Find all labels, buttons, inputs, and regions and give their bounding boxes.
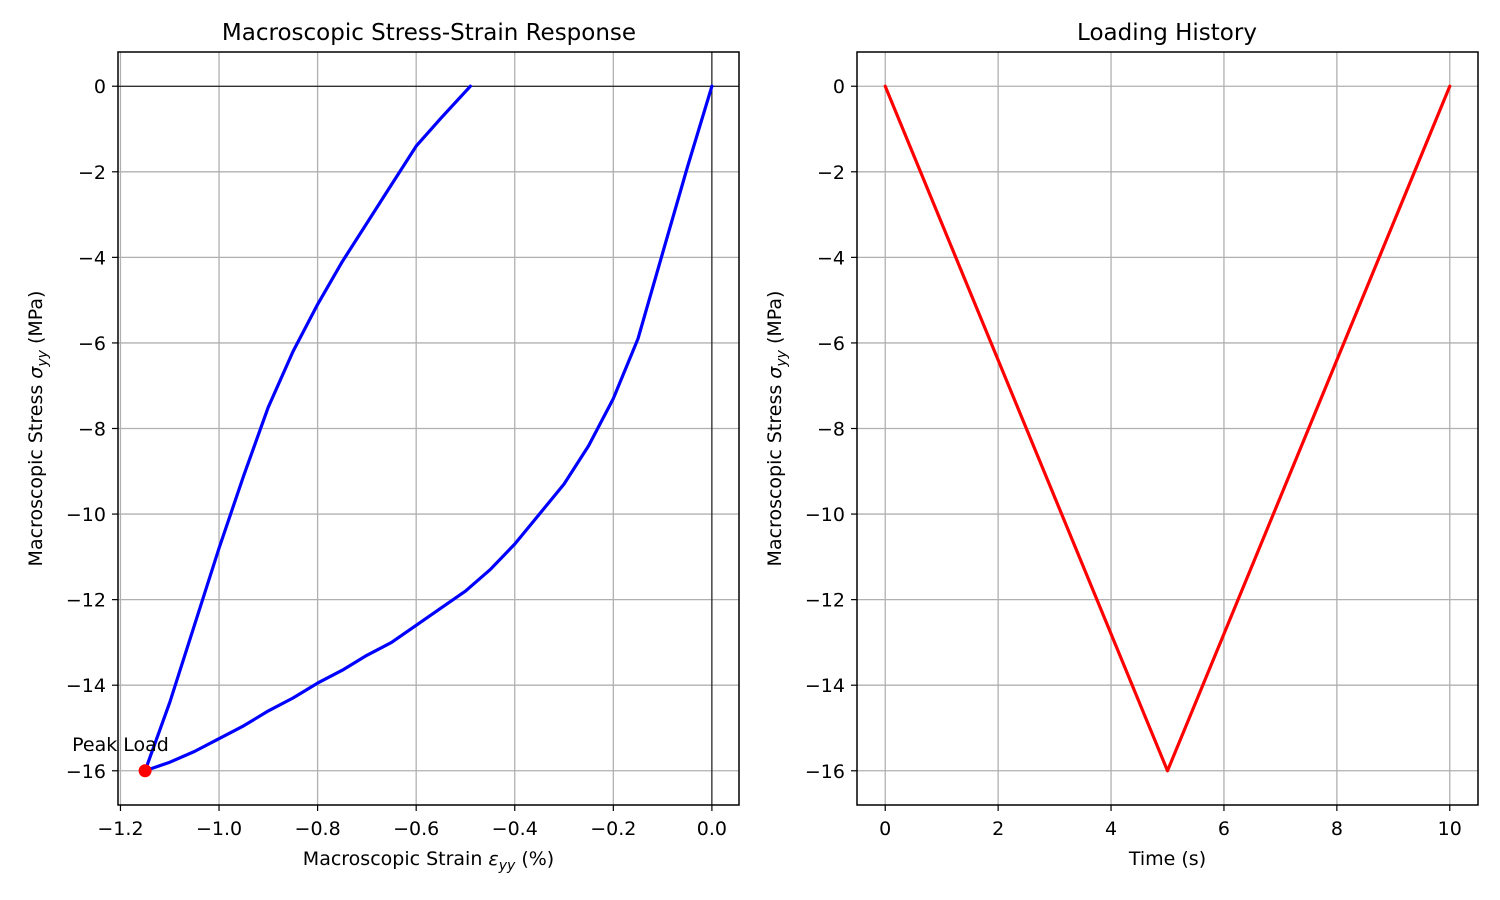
loading-history-y-tick-label: 0 xyxy=(833,76,845,98)
stress-strain-y-tick-label: −12 xyxy=(66,590,106,612)
loading-history-y-tick-label: −2 xyxy=(817,162,845,184)
stress-strain-x-tick-label: −0.8 xyxy=(295,818,341,840)
loading-history-y-axis-label-subscript: yy xyxy=(774,349,790,367)
stress-strain-y-axis-label-suffix: (MPa) xyxy=(25,291,47,351)
loading-history-x-tick-label: 2 xyxy=(992,818,1004,840)
stress-strain-y-axis-label-text: Macroscopic Stress xyxy=(25,379,47,567)
stress-strain-y-tick-label: −8 xyxy=(78,419,106,441)
stress-strain-x-axis-label-subscript: yy xyxy=(498,858,516,874)
loading-history-y-axis-label-symbol: σ xyxy=(764,366,786,379)
stress-strain-x-axis-label-text: Macroscopic Strain xyxy=(303,848,489,870)
loading-history-panel: Loading History 0 2 4 6 8 10 0 −2 −4 −6 −8 −10 −12 −1… xyxy=(764,20,1479,870)
stress-strain-x-tick-label: 0.0 xyxy=(697,818,727,840)
stress-strain-x-axis-label-suffix: (%) xyxy=(515,848,554,870)
loading-history-y-axis-label: Macroscopic Stress σyy (MPa) xyxy=(764,291,790,567)
stress-strain-peak-label: Peak Load xyxy=(72,734,169,756)
stress-strain-y-axis-label-subscript: yy xyxy=(35,349,51,367)
stress-strain-y-tick-label: −2 xyxy=(78,162,106,184)
loading-history-y-tick-label: −10 xyxy=(805,504,845,526)
stress-strain-y-tick-label: −4 xyxy=(78,247,106,269)
stress-strain-y-tick-label: 0 xyxy=(94,76,106,98)
loading-history-x-tick-label: 0 xyxy=(879,818,891,840)
stress-strain-title: Macroscopic Stress-Strain Response xyxy=(222,20,636,46)
stress-strain-y-tick-label: −14 xyxy=(66,675,106,697)
stress-strain-y-axis-label: Macroscopic Stress σyy (MPa) xyxy=(25,291,51,567)
stress-strain-x-tick-label: −0.6 xyxy=(393,818,439,840)
loading-history-x-tick-label: 8 xyxy=(1331,818,1343,840)
loading-history-y-tick-label: −6 xyxy=(817,333,845,355)
loading-history-y-tick-label: −8 xyxy=(817,419,845,441)
stress-strain-x-tick-label: −1.2 xyxy=(97,818,143,840)
loading-history-y-axis-label-suffix: (MPa) xyxy=(764,291,786,351)
loading-history-x-tick-label: 6 xyxy=(1218,818,1230,840)
loading-history-x-tick-label: 10 xyxy=(1438,818,1462,840)
loading-history-axes-frame xyxy=(856,51,1479,806)
loading-history-y-tick-label: −4 xyxy=(817,247,845,269)
loading-history-x-axis-label: Time (s) xyxy=(1128,848,1206,870)
loading-history-x-tick-label: 4 xyxy=(1105,818,1117,840)
stress-strain-y-axis-label-symbol: σ xyxy=(25,366,47,379)
stress-strain-x-tick-label: −1.0 xyxy=(196,818,242,840)
stress-strain-series-line xyxy=(143,84,714,773)
stress-strain-peak-marker xyxy=(138,764,152,778)
loading-history-x-axis-label-text: Time (s) xyxy=(1128,848,1206,870)
stress-strain-x-tick-label: −0.2 xyxy=(590,818,636,840)
stress-strain-x-axis-label: Macroscopic Strain εyy (%) xyxy=(303,848,554,874)
loading-history-title: Loading History xyxy=(1077,20,1257,46)
stress-strain-y-tick-label: −6 xyxy=(78,333,106,355)
loading-history-series-line xyxy=(883,84,1452,773)
stress-strain-y-tick-label: −16 xyxy=(66,761,106,783)
stress-strain-y-tick-label: −10 xyxy=(66,504,106,526)
loading-history-y-tick-label: −16 xyxy=(805,761,845,783)
stress-strain-axes-frame xyxy=(117,51,740,806)
loading-history-y-axis-label-text: Macroscopic Stress xyxy=(764,379,786,567)
stress-strain-panel: Macroscopic Stress-Strain Response −1.2 −… xyxy=(25,20,740,874)
loading-history-y-tick-label: −12 xyxy=(805,590,845,612)
stress-strain-x-tick-label: −0.4 xyxy=(492,818,538,840)
loading-history-y-tick-label: −14 xyxy=(805,675,845,697)
stress-strain-x-axis-label-symbol: ε xyxy=(488,848,498,870)
